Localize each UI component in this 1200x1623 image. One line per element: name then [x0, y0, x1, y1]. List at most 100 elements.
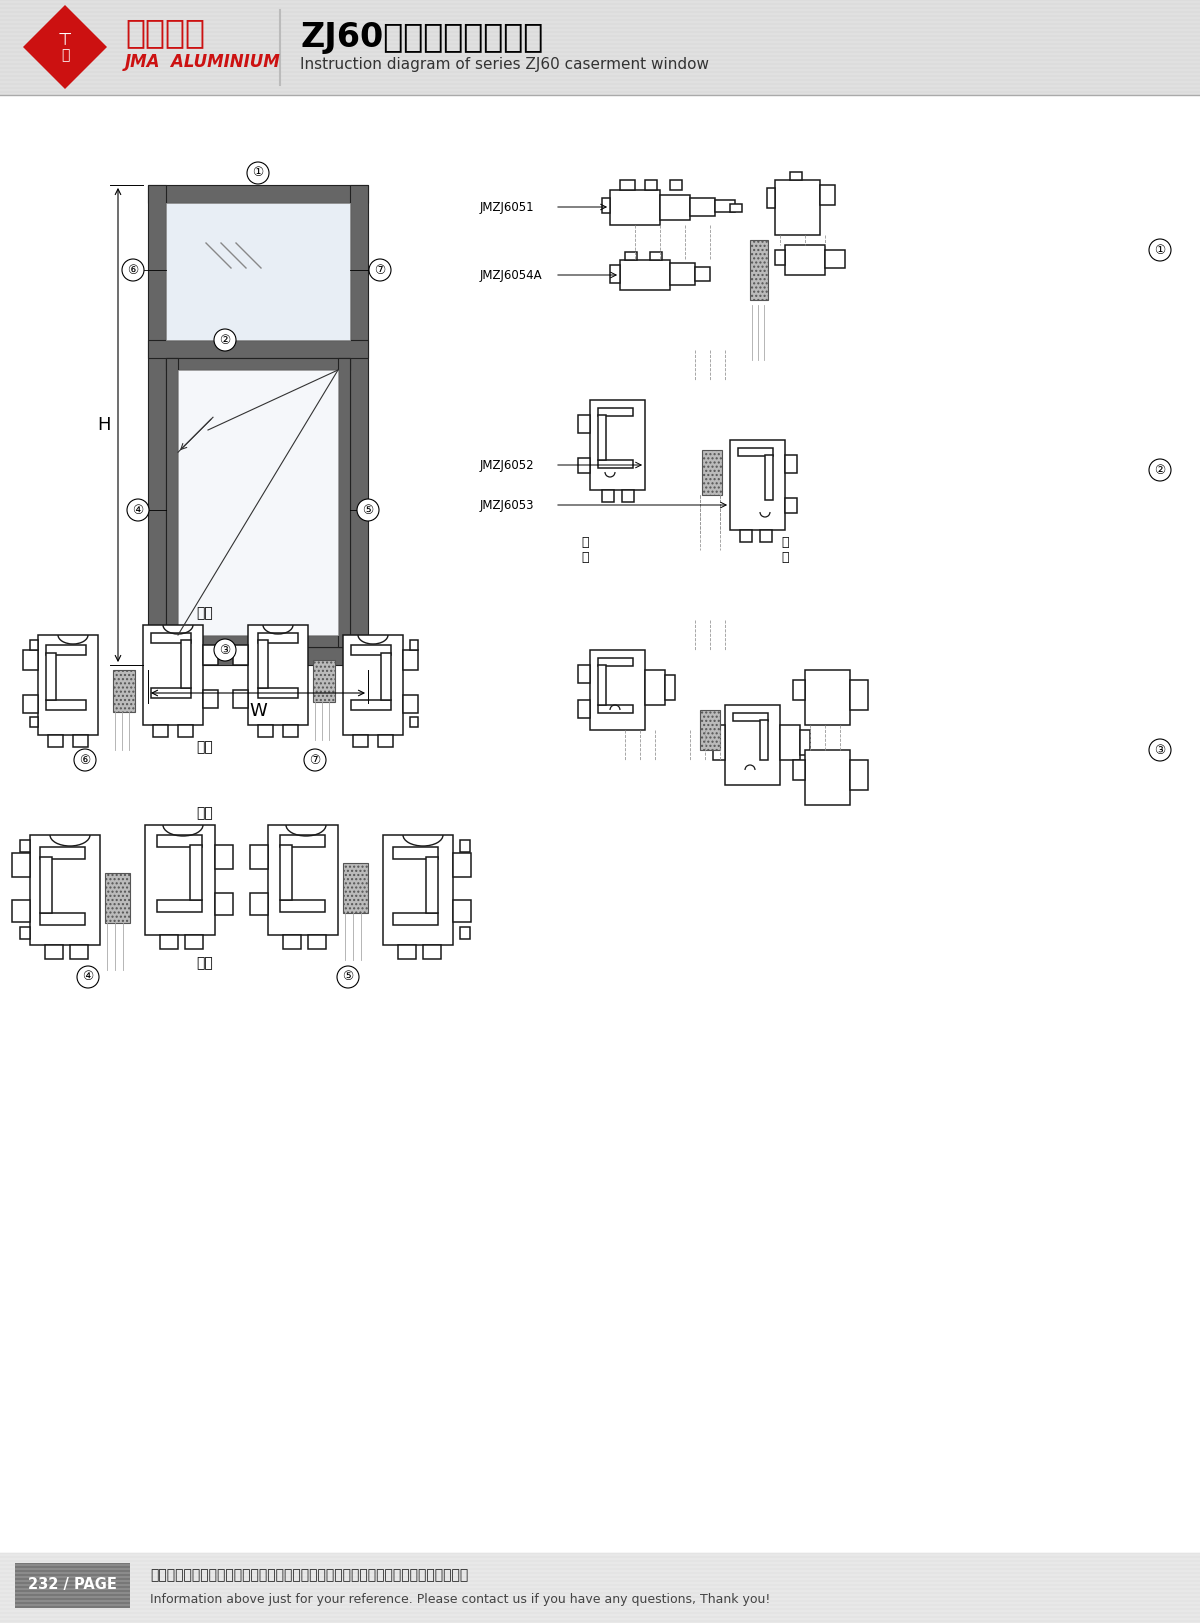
Bar: [820, 185, 835, 204]
Bar: [850, 760, 868, 790]
Bar: [790, 172, 802, 180]
Text: ④: ④: [83, 971, 94, 984]
Bar: [352, 700, 391, 709]
Bar: [750, 240, 768, 300]
Bar: [283, 935, 301, 949]
Text: ②: ②: [220, 333, 230, 346]
Bar: [178, 370, 338, 635]
Bar: [602, 198, 610, 213]
Bar: [353, 735, 368, 747]
Bar: [113, 670, 134, 712]
Bar: [148, 648, 368, 665]
Bar: [598, 657, 634, 708]
Bar: [793, 680, 805, 700]
Bar: [733, 712, 768, 721]
Text: JMA  ALUMINIUM: JMA ALUMINIUM: [125, 54, 281, 71]
Bar: [598, 407, 634, 415]
Bar: [46, 644, 86, 704]
Bar: [403, 695, 418, 712]
Bar: [850, 680, 868, 709]
Bar: [403, 649, 418, 670]
Circle shape: [304, 748, 326, 771]
Bar: [166, 359, 178, 648]
Circle shape: [127, 498, 149, 521]
Bar: [20, 841, 30, 852]
Bar: [460, 927, 470, 940]
Bar: [154, 725, 168, 737]
Circle shape: [1150, 459, 1171, 480]
Text: ⬜: ⬜: [61, 49, 70, 62]
Bar: [725, 704, 780, 786]
Bar: [598, 665, 606, 704]
Bar: [670, 263, 695, 286]
Bar: [805, 670, 850, 725]
Circle shape: [1150, 738, 1171, 761]
Bar: [215, 846, 233, 868]
Text: ⑦: ⑦: [374, 263, 385, 276]
Bar: [203, 690, 218, 708]
Bar: [145, 824, 215, 935]
Text: 室内: 室内: [197, 605, 214, 620]
Bar: [46, 945, 64, 959]
Bar: [738, 448, 773, 456]
Bar: [598, 415, 606, 459]
Text: ①: ①: [252, 167, 264, 180]
Bar: [151, 633, 191, 693]
Bar: [350, 185, 368, 665]
Polygon shape: [23, 5, 107, 89]
Bar: [0, 1553, 1200, 1623]
Bar: [760, 721, 768, 760]
Bar: [730, 440, 785, 531]
Bar: [203, 644, 218, 665]
Bar: [610, 190, 660, 226]
Text: ZJ60系列平开窗结构图: ZJ60系列平开窗结构图: [300, 21, 544, 55]
Bar: [343, 635, 403, 735]
Bar: [23, 649, 38, 670]
Bar: [215, 893, 233, 915]
Bar: [625, 252, 637, 260]
Text: 232 / PAGE: 232 / PAGE: [28, 1578, 116, 1592]
Bar: [578, 700, 590, 717]
Text: ⑤: ⑤: [342, 971, 354, 984]
Text: ③: ③: [1154, 743, 1165, 756]
Text: 图中所示型材截面、装配、编号、尺寸及重量仅供参考。如有疑问，请向本公司查询。: 图中所示型材截面、装配、编号、尺寸及重量仅供参考。如有疑问，请向本公司查询。: [150, 1568, 468, 1582]
Bar: [733, 712, 768, 763]
Bar: [454, 854, 470, 876]
Bar: [12, 901, 30, 922]
Bar: [160, 935, 178, 949]
Circle shape: [337, 966, 359, 988]
Bar: [426, 857, 438, 914]
Bar: [46, 652, 56, 700]
Bar: [760, 531, 772, 542]
Bar: [800, 730, 810, 755]
Circle shape: [1150, 239, 1171, 261]
Bar: [383, 834, 454, 945]
Bar: [46, 700, 86, 709]
Text: 坚美铝业: 坚美铝业: [125, 16, 205, 49]
Bar: [775, 180, 820, 235]
Bar: [343, 863, 368, 914]
Text: H: H: [97, 415, 110, 433]
Bar: [148, 185, 368, 203]
Bar: [20, 927, 30, 940]
Bar: [38, 635, 98, 735]
Bar: [826, 250, 845, 268]
Bar: [620, 260, 670, 291]
Circle shape: [77, 966, 98, 988]
Bar: [40, 914, 85, 925]
Bar: [258, 633, 298, 693]
Bar: [280, 834, 325, 847]
Text: Instruction diagram of series ZJ60 caserment window: Instruction diagram of series ZJ60 caser…: [300, 57, 709, 73]
Bar: [598, 459, 634, 467]
Bar: [695, 268, 710, 281]
Bar: [738, 448, 773, 503]
Bar: [715, 200, 734, 213]
Text: 室外: 室外: [197, 956, 214, 971]
Text: 室内: 室内: [197, 807, 214, 820]
Text: ③: ③: [220, 643, 230, 656]
Text: Information above just for your reference. Please contact us if you have any que: Information above just for your referenc…: [150, 1594, 770, 1607]
Circle shape: [122, 260, 144, 281]
Bar: [410, 639, 418, 649]
Text: W: W: [250, 703, 266, 721]
Bar: [598, 704, 634, 712]
